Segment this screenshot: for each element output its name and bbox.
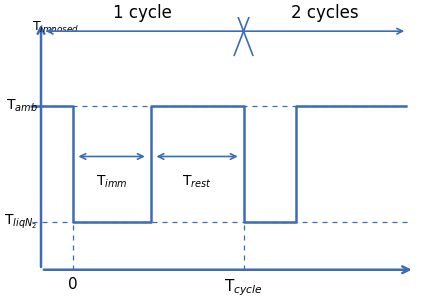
Text: T$_{amb}$: T$_{amb}$	[5, 98, 37, 114]
Text: T$_{rest}$: T$_{rest}$	[182, 173, 212, 190]
Text: T$_{imm}$: T$_{imm}$	[96, 173, 128, 190]
Text: T$_{imposed}$: T$_{imposed}$	[32, 19, 79, 36]
Text: 2 cycles: 2 cycles	[291, 4, 359, 22]
Text: 1 cycle: 1 cycle	[113, 4, 172, 22]
Text: 0: 0	[68, 277, 77, 292]
Text: T$_{cycle}$: T$_{cycle}$	[224, 277, 263, 298]
Text: T$_{liqN_2}$: T$_{liqN_2}$	[4, 212, 37, 231]
